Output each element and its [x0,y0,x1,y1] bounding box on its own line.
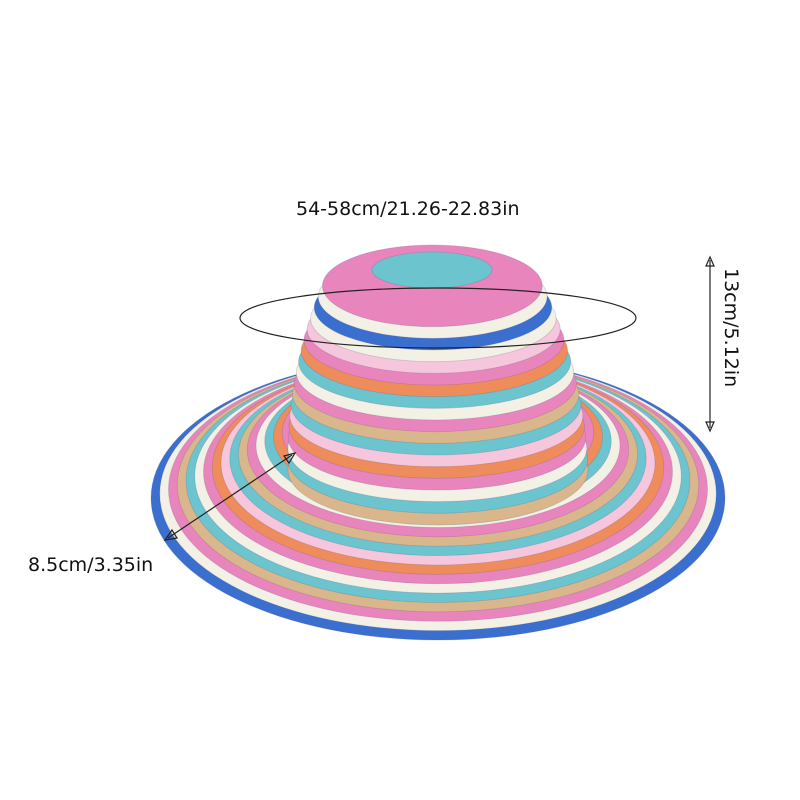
circumference-label: 54-58cm/21.26-22.83in [296,198,520,220]
crown-top-patch [371,251,493,289]
brim-width-arrow [163,452,297,541]
brim-width-label: 8.5cm/3.35in [28,554,154,576]
height-label: 13cm/5.12in [720,268,742,388]
hat-crown [287,244,589,526]
height-arrow [705,255,715,433]
circumference-ring [239,287,637,349]
